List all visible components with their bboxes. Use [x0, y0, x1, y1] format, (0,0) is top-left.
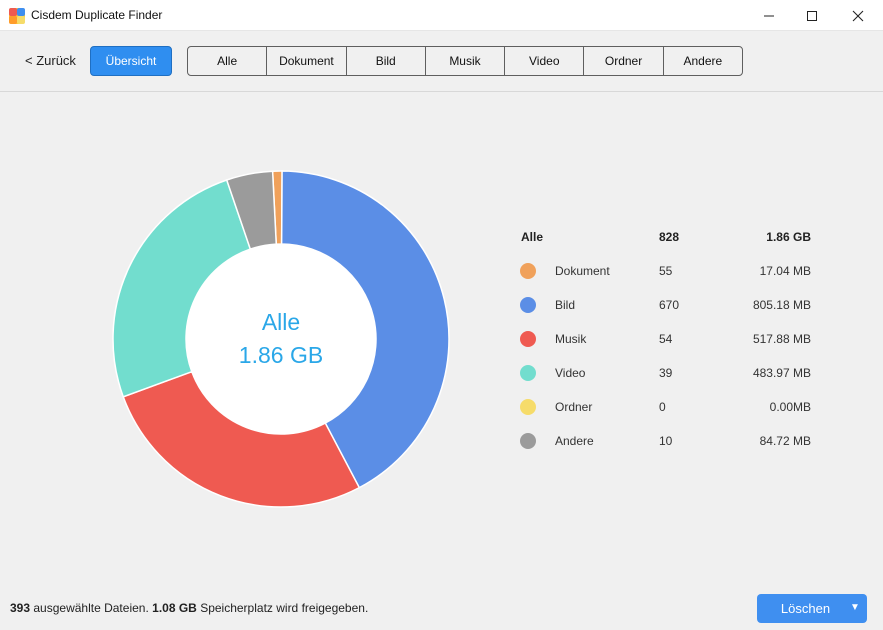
- tab-bild[interactable]: Bild: [347, 47, 426, 75]
- maximize-button[interactable]: [789, 0, 835, 31]
- tab-ordner[interactable]: Ordner: [584, 47, 664, 75]
- legend-total-size: 1.86 GB: [766, 230, 811, 244]
- legend-dot: [520, 365, 536, 381]
- selected-text: ausgewählte Dateien.: [33, 601, 149, 615]
- title-bar: Cisdem Duplicate Finder: [0, 0, 883, 31]
- tab-dokument[interactable]: Dokument: [267, 47, 347, 75]
- legend-dot: [520, 331, 536, 347]
- legend-label: Video: [555, 366, 586, 380]
- status-bar: 393 ausgewählte Dateien. 1.08 GB Speiche…: [10, 601, 368, 615]
- legend-label: Ordner: [555, 400, 593, 414]
- legend-dot: [520, 263, 536, 279]
- tab-musik[interactable]: Musik: [426, 47, 506, 75]
- legend-total-row: Alle 828 1.86 GB: [518, 227, 818, 247]
- legend-count: 39: [659, 366, 673, 380]
- window-title: Cisdem Duplicate Finder: [31, 8, 163, 22]
- legend-dot: [520, 399, 536, 415]
- delete-button[interactable]: Löschen ▼: [757, 594, 867, 623]
- chart-center-value: 1.86 GB: [238, 342, 324, 368]
- legend-size: 84.72 MB: [759, 434, 811, 448]
- tab-alle[interactable]: Alle: [188, 47, 268, 75]
- legend-label: Andere: [555, 434, 594, 448]
- legend-size: 805.18 MB: [752, 298, 811, 312]
- legend-dot: [520, 433, 536, 449]
- chevron-down-icon[interactable]: ▼: [850, 602, 860, 613]
- legend-item-andere: Andere 10 84.72 MB: [518, 431, 818, 451]
- tab-andere[interactable]: Andere: [683, 54, 723, 68]
- chart-center-title: Alle: [261, 309, 301, 335]
- legend-size: 0.00MB: [769, 400, 811, 414]
- legend-label: Musik: [555, 332, 587, 346]
- delete-button-label: Löschen: [780, 601, 831, 616]
- minimize-button[interactable]: [746, 0, 792, 31]
- legend-label: Bild: [555, 298, 576, 312]
- legend-size: 517.88 MB: [752, 332, 811, 346]
- legend-item-ordner: Ordner 0 0.00MB: [518, 397, 818, 417]
- close-button[interactable]: [835, 0, 881, 31]
- legend-count: 54: [659, 332, 673, 346]
- selected-count: 393: [10, 601, 31, 615]
- legend-item-dokument: Dokument 55 17.04 MB: [518, 261, 818, 281]
- back-link[interactable]: < Zurück: [25, 53, 76, 68]
- donut-chart: [112, 170, 450, 508]
- legend-item-video: Video 39 483.97 MB: [518, 363, 818, 383]
- legend-size: 483.97 MB: [752, 366, 811, 380]
- legend-total-count: 828: [659, 230, 680, 244]
- legend-item-bild: Bild 670 805.18 MB: [518, 295, 818, 315]
- overview-button[interactable]: Übersicht: [90, 46, 172, 76]
- category-tabs: Alle Dokument Bild Musik Video Ordner An…: [187, 46, 743, 76]
- toolbar: < Zurück Übersicht Alle Dokument Bild Mu…: [0, 31, 883, 92]
- tab-video[interactable]: Video: [505, 47, 585, 75]
- legend-label: Dokument: [555, 264, 610, 278]
- close-icon: [852, 10, 864, 21]
- freed-text: Speicherplatz wird freigegeben.: [200, 601, 369, 615]
- legend-item-musik: Musik 54 517.88 MB: [518, 329, 818, 349]
- legend-size: 17.04 MB: [759, 264, 811, 278]
- freed-size: 1.08 GB: [152, 601, 197, 615]
- legend-count: 670: [659, 298, 680, 312]
- app-logo-icon: [9, 8, 25, 24]
- legend-count: 55: [659, 264, 673, 278]
- donut-hole: [186, 244, 376, 434]
- minimize-icon: [764, 15, 774, 16]
- legend-dot: [520, 297, 536, 313]
- legend-count: 0: [659, 400, 666, 414]
- maximize-icon: [807, 10, 817, 21]
- legend-total-label: Alle: [521, 230, 544, 244]
- legend-count: 10: [659, 434, 673, 448]
